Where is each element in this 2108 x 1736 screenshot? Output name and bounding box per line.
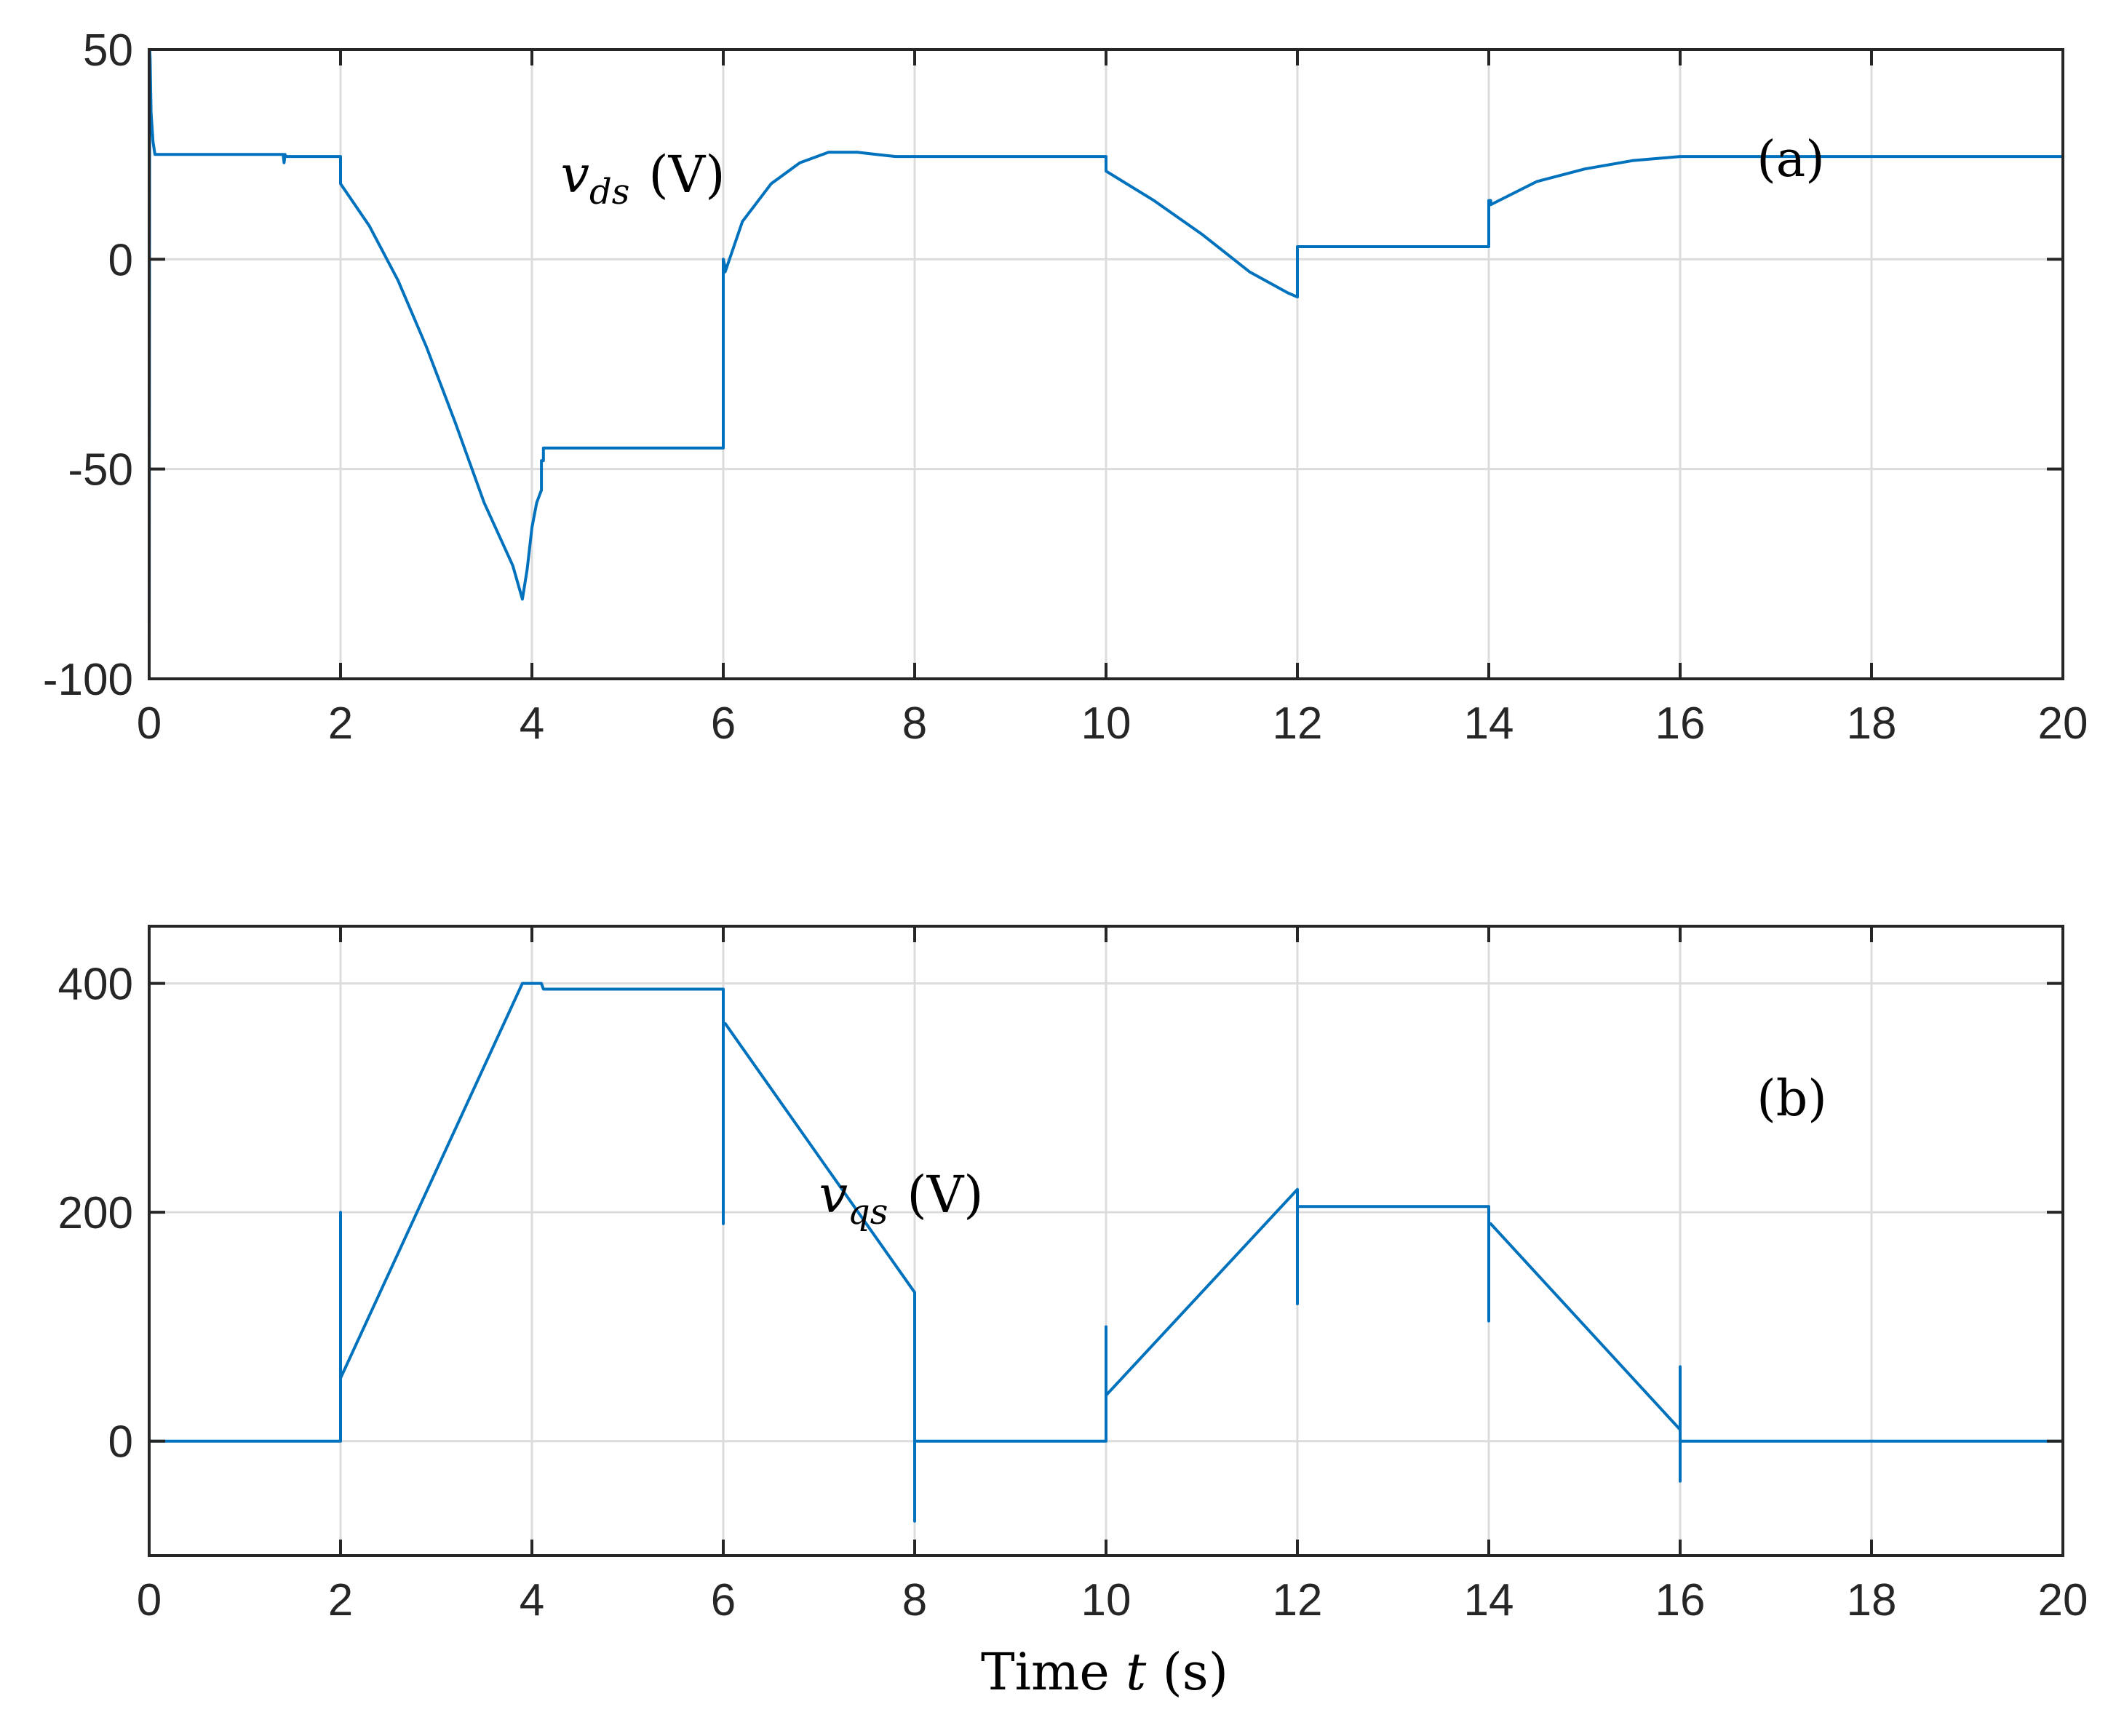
y-tick-label: 0 (108, 1417, 133, 1468)
y-tick-label: -50 (68, 445, 133, 495)
series-annotation: vqs (V) (819, 1165, 984, 1233)
x-tick-label: 16 (1655, 698, 1706, 749)
y-tick-label: -100 (43, 655, 133, 705)
x-tick-label: 12 (1273, 698, 1323, 749)
x-tick-label: 6 (711, 698, 736, 749)
x-tick-label: 6 (711, 1575, 736, 1625)
x-tick-label: 20 (2038, 1575, 2088, 1625)
y-tick-label: 50 (83, 25, 133, 76)
panel-label: (b) (1757, 1070, 1827, 1128)
x-tick-label: 2 (328, 698, 353, 749)
x-axis-label: Time t (s) (981, 1642, 1228, 1702)
x-tick-label: 4 (520, 698, 544, 749)
x-tick-label: 10 (1081, 698, 1131, 749)
x-tick-label: 12 (1273, 1575, 1323, 1625)
x-tick-label: 10 (1081, 1575, 1131, 1625)
x-tick-label: 16 (1655, 1575, 1706, 1625)
x-tick-label: 8 (902, 1575, 927, 1625)
x-tick-label: 0 (137, 698, 162, 749)
x-tick-label: 2 (328, 1575, 353, 1625)
y-tick-label: 400 (58, 960, 133, 1010)
panel-a: 0 2 4 6 8 10 12 14 16 18 20 -100 -50 0 50 vds (V) (a) (43, 25, 2088, 749)
x-tick-label: 18 (1847, 1575, 1897, 1625)
x-tick-label: 0 (137, 1575, 162, 1625)
series-line (148, 48, 2064, 680)
x-tick-label: 14 (1464, 1575, 1514, 1625)
x-tick-label: 20 (2038, 698, 2088, 749)
y-tick-label: 200 (58, 1188, 133, 1238)
x-tick-label: 18 (1847, 698, 1897, 749)
y-tick-label: 0 (108, 235, 133, 285)
panel-label: (a) (1757, 131, 1825, 188)
x-tick-label: 8 (902, 698, 927, 749)
series-line (148, 982, 2064, 1523)
series-annotation: vds (V) (560, 145, 725, 212)
x-tick-label: 4 (520, 1575, 544, 1625)
x-tick-label: 14 (1464, 698, 1514, 749)
